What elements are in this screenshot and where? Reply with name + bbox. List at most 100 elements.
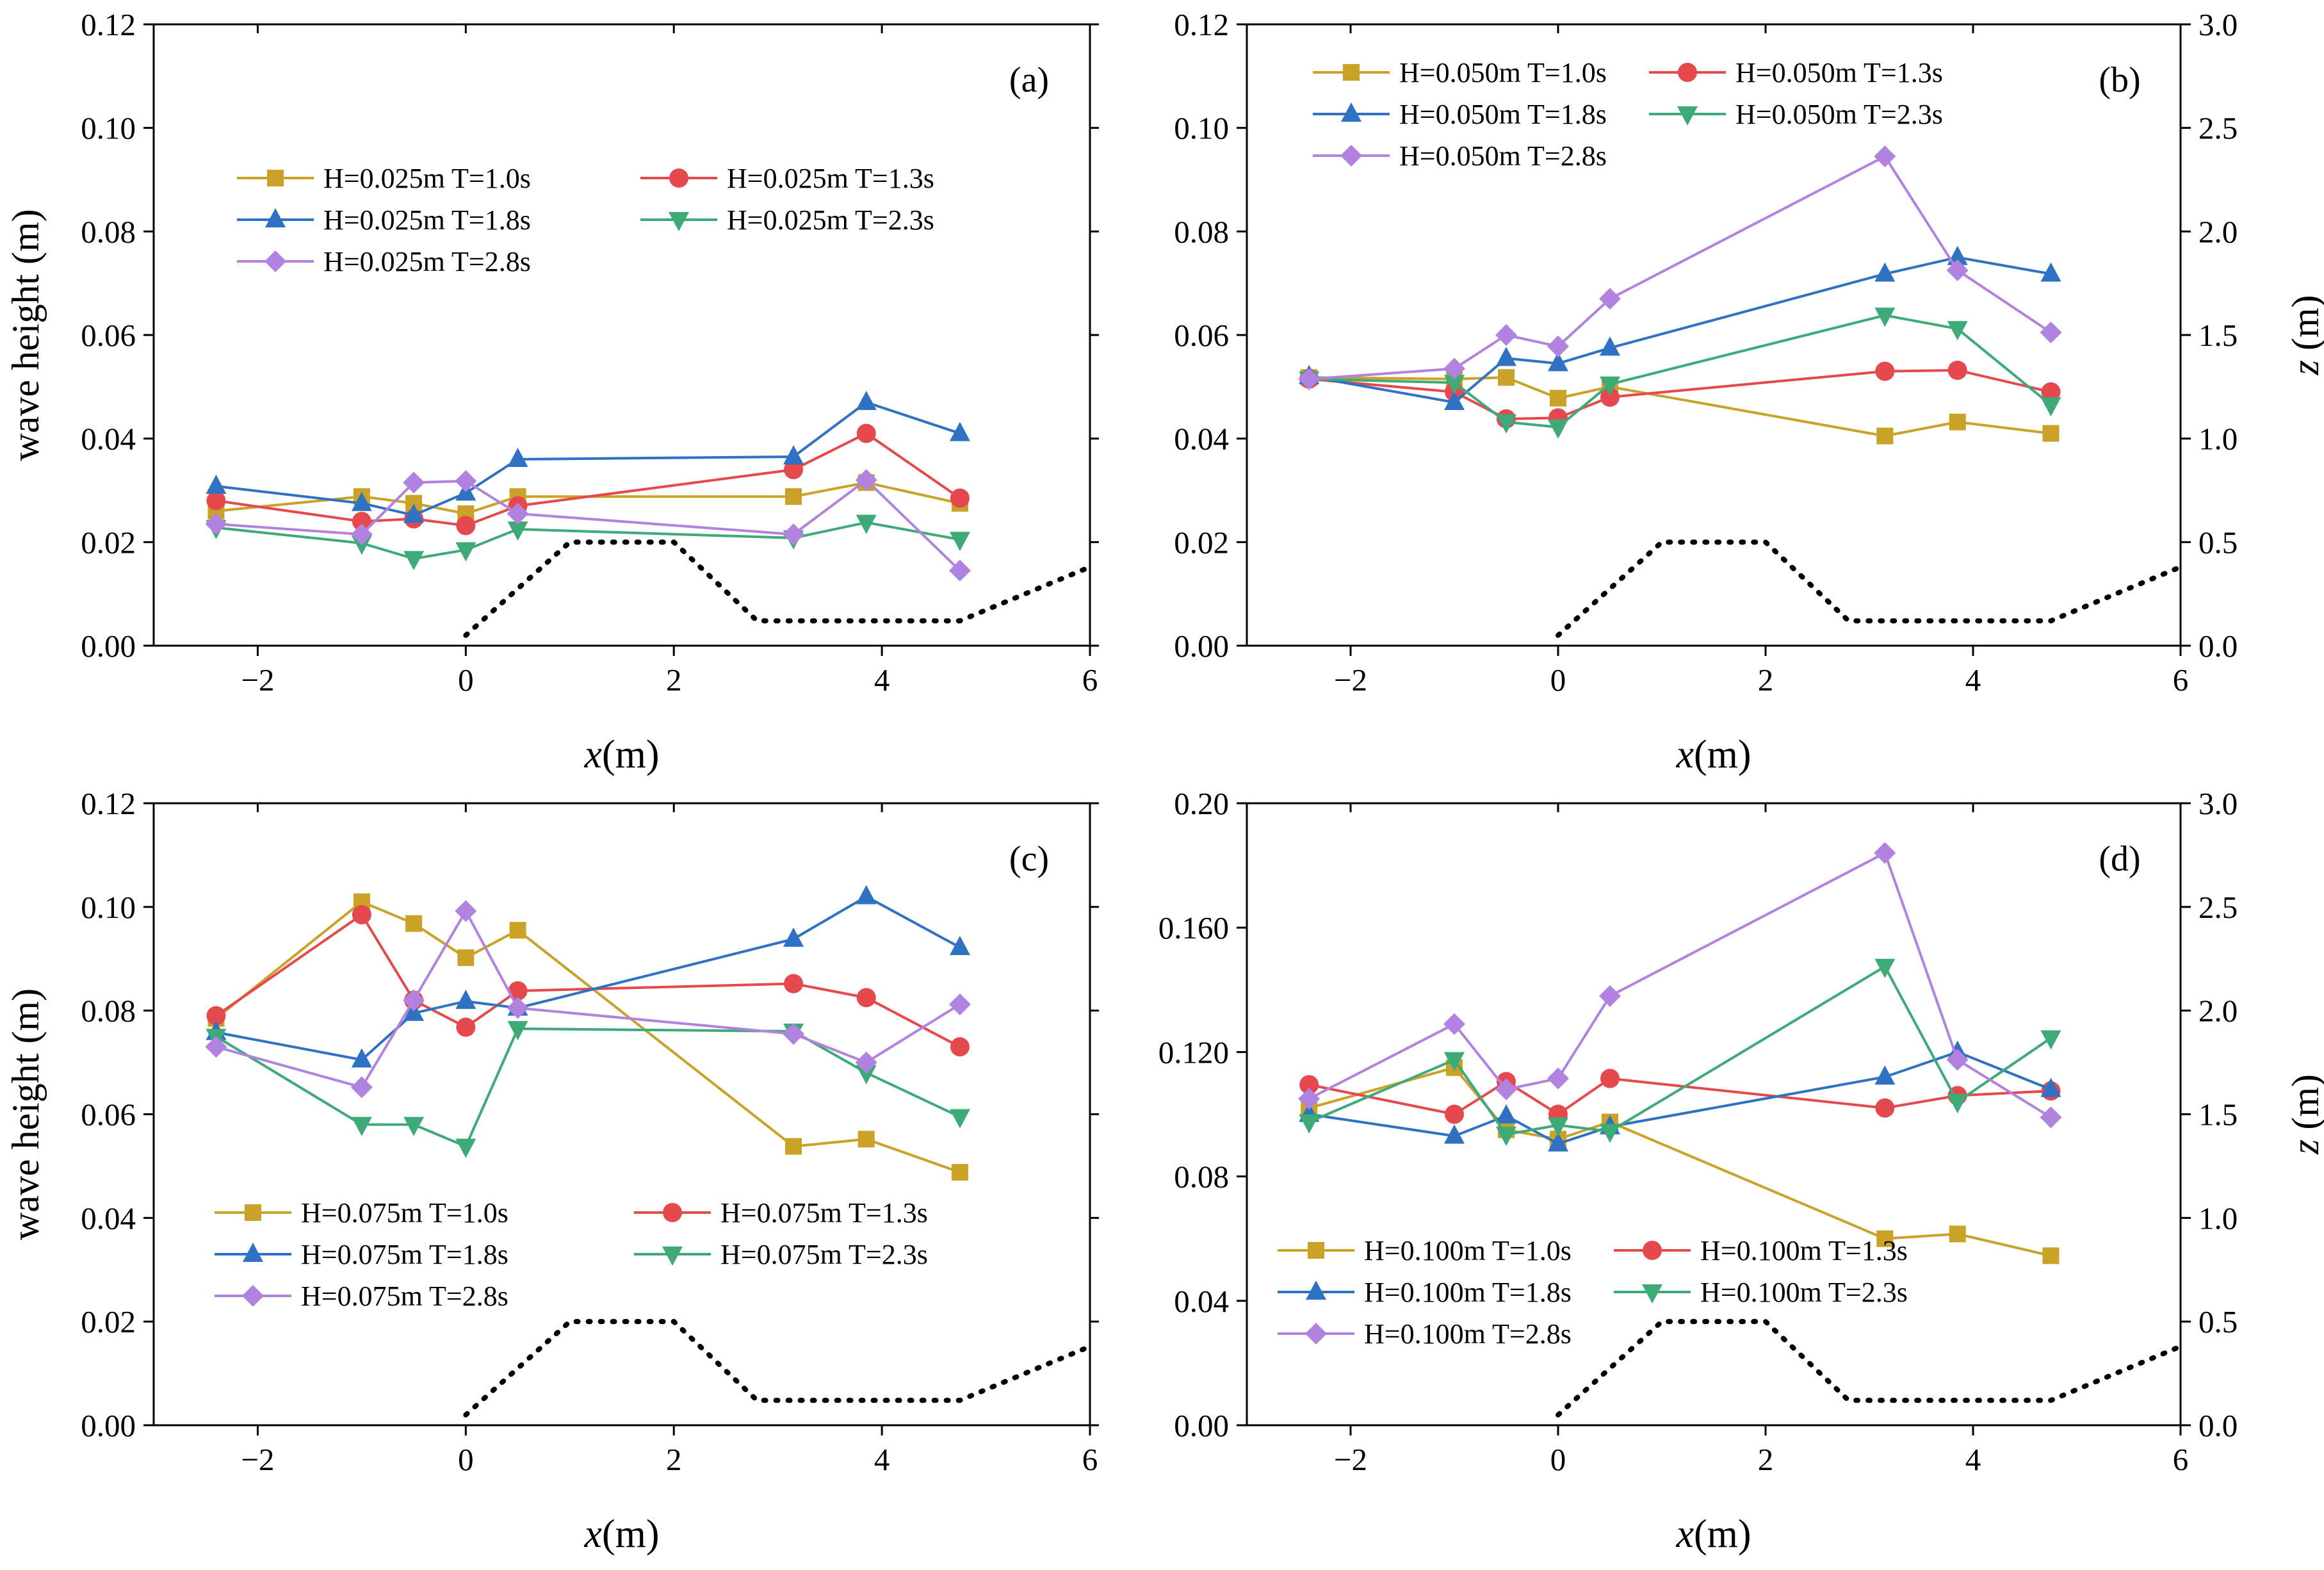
data-point: [2040, 262, 2061, 282]
legend-item: H=0.100m T=2.8s: [1278, 1318, 1572, 1350]
y-tick-label: 0.06: [1174, 318, 1229, 353]
x-tick-label: 6: [2173, 1442, 2189, 1477]
data-point: [856, 514, 877, 534]
x-tick-label: 4: [1965, 662, 1981, 698]
data-point: [1599, 985, 1621, 1008]
data-point: [1547, 1067, 1569, 1090]
data-point: [951, 1164, 968, 1181]
y-axis-label: wave height (m): [4, 209, 47, 461]
legend-item: H=0.100m T=1.8s: [1278, 1277, 1572, 1308]
legend-marker: [669, 212, 689, 231]
data-point: [2040, 397, 2061, 417]
legend: H=0.075m T=1.0s H=0.075m T=1.3s H=0.075m T…: [215, 1197, 928, 1312]
data-point: [857, 1131, 875, 1148]
data-point: [949, 935, 970, 955]
data-point: [455, 470, 477, 492]
y-tick-label: 0.00: [1174, 628, 1229, 664]
data-point: [1600, 376, 1620, 396]
data-point: [455, 1138, 476, 1158]
series-line: [1308, 851, 2052, 1119]
z-tick-label: 3.0: [2198, 786, 2238, 821]
series-line: [215, 908, 961, 1089]
legend-label: H=0.075m T=1.8s: [301, 1239, 508, 1270]
legend-label: H=0.025m T=2.8s: [323, 246, 531, 277]
series-line: [215, 900, 961, 1174]
data-point: [1875, 361, 1895, 381]
data-point: [1496, 1104, 1516, 1124]
data-point: [1949, 413, 1966, 430]
z-tick-label: 3.0: [2198, 7, 2238, 42]
data-point: [351, 491, 372, 511]
legend-marker: [1341, 102, 1361, 122]
x-tick-label: 2: [666, 662, 682, 698]
data-point: [205, 513, 227, 536]
data-point: [1600, 336, 1620, 356]
y-tick-label: 0.04: [81, 1200, 136, 1236]
y-tick-label: 0.00: [81, 628, 136, 664]
data-point: [1496, 347, 1516, 366]
data-point: [507, 997, 529, 1019]
data-point: [1550, 389, 1566, 407]
legend-marker: [1340, 145, 1362, 167]
panel-d: −2 0 2 4 6 0.00 0.04 0.08 0.120 0.160 0.20 0.0 0.5 1.…: [1158, 786, 2324, 1556]
legend-marker: [663, 1203, 682, 1222]
y-tick-label: 0.08: [81, 994, 136, 1029]
z-tick-label: 1.5: [2198, 1097, 2238, 1133]
data-point: [403, 1001, 425, 1021]
data-point: [949, 532, 970, 552]
data-point: [783, 523, 805, 546]
data-point: [1548, 1132, 1568, 1152]
data-point: [1947, 321, 1968, 341]
y-tick-label: 0.12: [1174, 7, 1229, 42]
z-tick-label: 1.5: [2198, 318, 2238, 353]
data-point: [950, 1037, 970, 1057]
data-point: [1875, 1098, 1895, 1118]
legend-label: H=0.100m T=2.8s: [1364, 1318, 1572, 1350]
data-point: [352, 512, 371, 531]
data-point: [1874, 842, 1896, 864]
legend-label: H=0.050m T=1.8s: [1399, 99, 1607, 130]
data-point: [856, 391, 877, 411]
data-point: [507, 448, 528, 467]
legend-marker: [669, 168, 688, 188]
y-tick-label: 0.04: [81, 421, 136, 457]
panel-c: −2 0 2 4 6 0.00 0.02 0.04 0.06 0.08 0.10 0.12 wave h…: [4, 786, 1099, 1556]
data-point: [1600, 1124, 1620, 1143]
data-point: [948, 559, 971, 582]
data-point: [457, 949, 475, 967]
z-tick-label: 2.0: [2198, 214, 2238, 249]
data-point: [1496, 414, 1516, 434]
data-point: [856, 423, 876, 443]
bathymetry-line: [1556, 539, 2183, 638]
z-axis-label: z (m): [2284, 295, 2324, 376]
data-point: [206, 475, 227, 495]
series-triangle-up: [206, 391, 970, 523]
data-point: [1876, 1230, 1894, 1247]
data-point: [351, 1048, 372, 1068]
data-point: [784, 974, 804, 994]
data-point: [1946, 259, 1969, 281]
z-tick-label: 2.5: [2198, 890, 2238, 925]
x-tick-label: 6: [2173, 662, 2189, 698]
data-point: [507, 502, 529, 525]
data-point: [352, 904, 371, 924]
legend-item: H=0.050m T=1.0s: [1313, 57, 1607, 88]
data-point: [1299, 1075, 1319, 1095]
series-line: [215, 913, 961, 1049]
bathymetry-line: [463, 1319, 1093, 1418]
legend-marker: [265, 208, 286, 227]
data-point: [1547, 335, 1569, 357]
legend-label: H=0.100m T=2.3s: [1700, 1277, 1908, 1308]
bathymetry-line: [463, 539, 1093, 638]
legend-marker: [1306, 1280, 1326, 1300]
x-axis-label: x(m): [1675, 733, 1751, 776]
series-line: [215, 1027, 961, 1149]
x-tick-label: 4: [874, 662, 890, 698]
legend-item: H=0.075m T=2.8s: [215, 1280, 508, 1312]
legend-item: H=0.050m T=2.8s: [1313, 140, 1607, 172]
series-diamond: [1298, 842, 2062, 1129]
data-point: [403, 1116, 425, 1136]
data-point: [455, 990, 476, 1010]
data-point: [1298, 1088, 1320, 1110]
